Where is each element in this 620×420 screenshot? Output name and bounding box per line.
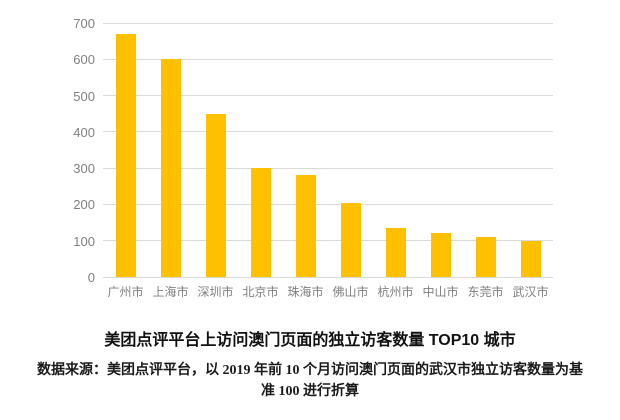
x-tick-label-北京市: 北京市 bbox=[242, 285, 279, 299]
y-tick-label-0: 0 bbox=[87, 270, 95, 285]
gridline-600 bbox=[103, 58, 553, 60]
y-tick-label-500: 500 bbox=[73, 88, 95, 104]
bar-杭州市 bbox=[385, 228, 406, 277]
y-tick-label-600: 600 bbox=[73, 52, 95, 68]
source-note-line2: 准 100 进行折算 bbox=[261, 384, 359, 399]
x-tick-label-杭州市: 杭州市 bbox=[377, 285, 414, 299]
x-tick-label-珠海市: 珠海市 bbox=[287, 285, 324, 299]
x-tick-label-上海市: 上海市 bbox=[152, 285, 189, 299]
x-tick-label-深圳市: 深圳市 bbox=[197, 285, 234, 299]
source-note-line1: 数据来源：美团点评平台，以 2019 年前 10 个月访问澳门页面的武汉市独立访… bbox=[37, 363, 583, 378]
x-tick-label-东莞市: 东莞市 bbox=[467, 285, 504, 299]
x-tick-label-广州市: 广州市 bbox=[107, 285, 144, 299]
bar-武汉市 bbox=[520, 240, 541, 277]
y-tick-label-400: 400 bbox=[73, 124, 95, 140]
bar-广州市 bbox=[115, 33, 136, 277]
chart-title: 美团点评平台上访问澳门页面的独立访客数量 TOP10 城市 bbox=[104, 332, 516, 349]
x-tick-label-佛山市: 佛山市 bbox=[332, 285, 369, 299]
gridline-100 bbox=[103, 240, 553, 242]
bar-上海市 bbox=[160, 59, 181, 277]
bar-中山市 bbox=[430, 233, 451, 277]
y-tick-label-200: 200 bbox=[73, 197, 95, 213]
gridline-500 bbox=[103, 95, 553, 97]
x-tick-label-中山市: 中山市 bbox=[422, 285, 459, 299]
x-axis-labels: 广州市 上海市 深圳市 北京市 珠海市 佛山市 杭州市 中山市 东莞市 武汉市 bbox=[103, 283, 553, 300]
gridline-200 bbox=[103, 203, 553, 205]
y-tick-label-700: 700 bbox=[73, 16, 95, 31]
bar-东莞市 bbox=[475, 237, 496, 277]
source-note: 数据来源：美团点评平台，以 2019 年前 10 个月访问澳门页面的武汉市独立访… bbox=[0, 360, 620, 402]
bar-深圳市 bbox=[205, 113, 226, 277]
gridline-300 bbox=[103, 167, 553, 169]
y-tick-label-300: 300 bbox=[73, 161, 95, 177]
x-tick-label-武汉市: 武汉市 bbox=[512, 285, 549, 299]
y-tick-label-100: 100 bbox=[73, 233, 95, 249]
gridline-700 bbox=[103, 22, 553, 24]
bar-北京市 bbox=[250, 168, 271, 277]
gridline-0 bbox=[103, 276, 553, 278]
plot-area: 0 100 200 300 400 500 600 700 bbox=[73, 17, 553, 284]
bar-珠海市 bbox=[295, 175, 316, 277]
bar-佛山市 bbox=[340, 202, 361, 277]
gridline-400 bbox=[103, 131, 553, 133]
